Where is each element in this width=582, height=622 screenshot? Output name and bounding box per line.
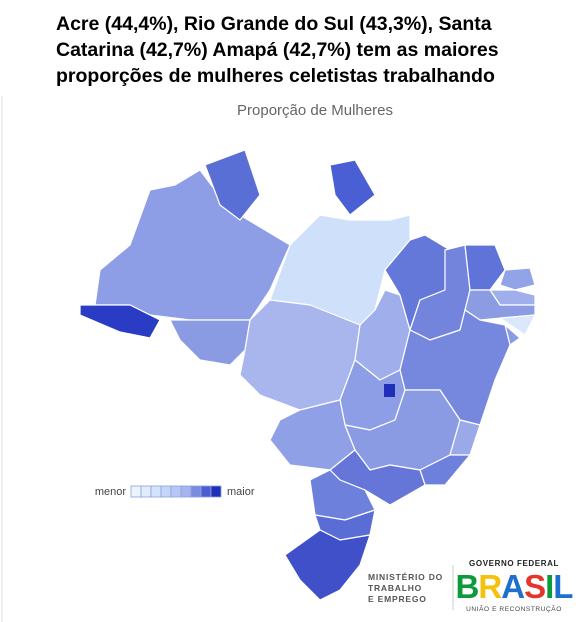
state-al xyxy=(499,314,536,336)
brand-letter: B xyxy=(456,568,479,605)
state-rs xyxy=(284,529,371,601)
legend: menor maior xyxy=(95,485,255,498)
brand-letter: R xyxy=(478,568,502,605)
state-am xyxy=(94,169,291,321)
ministry-line: E EMPREGO xyxy=(368,594,427,604)
brazil-map xyxy=(79,149,536,601)
ministry-logo: MINISTÉRIO DO TRABALHO E EMPREGO xyxy=(368,572,443,604)
ministry-line: MINISTÉRIO DO xyxy=(368,572,443,582)
legend-high: maior xyxy=(227,486,255,498)
ministry-line: TRABALHO xyxy=(368,583,422,593)
brand-wordmark: BRASIL xyxy=(456,568,574,605)
brand-letter: S xyxy=(524,568,545,605)
state-ce xyxy=(464,244,506,291)
slogan: UNIÃO E RECONSTRUÇÃO xyxy=(466,604,562,613)
state-rr xyxy=(204,149,261,221)
government-label: GOVERNO FEDERAL xyxy=(469,559,559,568)
brand-letter: L xyxy=(553,568,573,605)
state-ap xyxy=(329,159,376,216)
headline-line: proporções de mulheres celetistas trabal… xyxy=(56,65,495,87)
state-df xyxy=(384,384,395,397)
legend-scale xyxy=(130,485,222,498)
headline-line: Catarina (42,7%) Amapá (42,7%) tem as ma… xyxy=(56,39,499,61)
state-ac xyxy=(79,304,161,339)
map-title: Proporção de Mulheres xyxy=(237,102,393,119)
brand-letter: I xyxy=(545,568,553,605)
legend-low: menor xyxy=(95,486,127,498)
brand-letter: A xyxy=(501,568,524,605)
state-ro xyxy=(169,319,251,366)
state-rn xyxy=(499,267,536,291)
government-logo: GOVERNO FEDERAL BRASIL UNIÃO E RECONSTRU… xyxy=(456,559,575,613)
headline-line: Acre (44,4%), Rio Grande do Sul (43,3%),… xyxy=(56,13,492,35)
